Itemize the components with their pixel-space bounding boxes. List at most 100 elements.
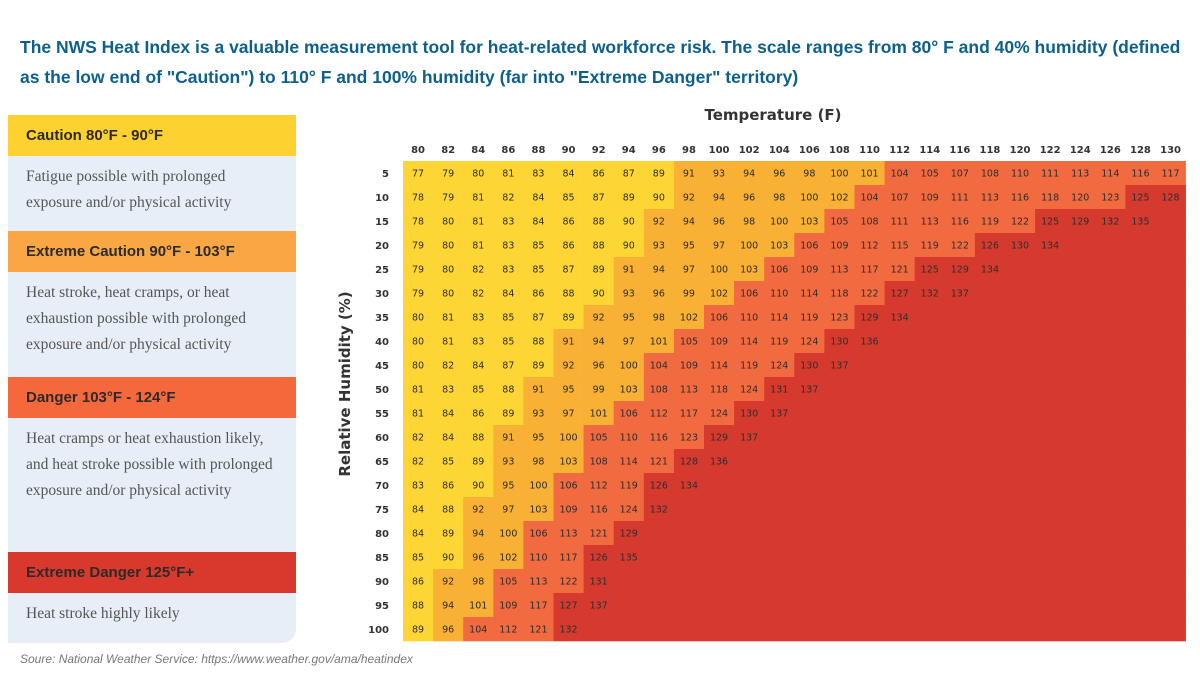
- heatmap-cell: [1035, 593, 1066, 618]
- heatmap-cell-value: 92: [593, 313, 605, 324]
- heatmap-cell-value: 94: [442, 601, 454, 612]
- heatmap-cell-value: 94: [743, 169, 755, 180]
- heatmap-cell: [403, 161, 434, 186]
- heatmap-cell-value: 109: [921, 193, 939, 204]
- heatmap-cell-value: 103: [529, 505, 547, 516]
- x-tick-label: 108: [829, 145, 850, 156]
- heatmap-cell-value: 109: [800, 265, 818, 276]
- heatmap-cell: [463, 401, 494, 426]
- heatmap-cell: [613, 473, 645, 498]
- heatmap-cell: [1065, 185, 1096, 210]
- heatmap-cell-value: 134: [891, 313, 909, 324]
- heatmap-cell: [824, 449, 855, 474]
- heatmap-cell-value: 84: [442, 433, 454, 444]
- heatmap-cell-value: 94: [653, 265, 665, 276]
- heatmap-cell: [914, 449, 946, 474]
- heatmap-cell: [523, 185, 554, 210]
- heatmap-cell: [974, 497, 1006, 522]
- heatmap-cell: [1125, 569, 1156, 594]
- heatmap-cell-value: 119: [770, 337, 788, 348]
- heatmap-cell-value: 79: [442, 193, 454, 204]
- heatmap-cell: [764, 401, 795, 426]
- heatmap-cell: [553, 425, 584, 450]
- heatmap-cell-value: 124: [800, 337, 818, 348]
- heatmap-cell: [764, 233, 795, 258]
- heatmap-cell: [463, 425, 494, 450]
- heatmap-cell: [673, 161, 705, 186]
- heatmap-cell: [1155, 377, 1186, 402]
- heatmap-cell: [734, 449, 765, 474]
- x-tick-label: 106: [799, 145, 820, 156]
- heatmap-cell: [1155, 449, 1186, 474]
- x-tick-label: 82: [441, 145, 455, 156]
- heatmap-cell: [734, 521, 765, 546]
- heatmap-cell: [1125, 401, 1156, 426]
- heatmap-cell: [1065, 209, 1096, 234]
- heatmap-cell-value: 124: [740, 385, 758, 396]
- heatmap-cell-value: 131: [590, 577, 608, 588]
- heatmap-cell: [643, 209, 675, 234]
- heatmap-cell: [794, 617, 825, 642]
- heatmap-cell: [403, 401, 434, 426]
- x-tick-label: 120: [1010, 145, 1031, 156]
- heatmap-cell-value: 122: [951, 241, 969, 252]
- heatmap-cell: [433, 401, 464, 426]
- heatmap-cell-value: 88: [472, 433, 484, 444]
- heatmap-cell-value: 81: [412, 385, 424, 396]
- heatmap-cell-value: 137: [770, 409, 788, 420]
- heatmap-cell-value: 84: [563, 169, 575, 180]
- heatmap-cell: [884, 353, 915, 378]
- heatmap-cell-value: 100: [710, 265, 728, 276]
- heatmap-cell: [1005, 257, 1036, 282]
- heatmap-cell-value: 100: [770, 217, 788, 228]
- y-tick-label: 30: [375, 289, 389, 300]
- heatmap-cell: [764, 377, 795, 402]
- heatmap-cell: [944, 377, 976, 402]
- heatmap-cell: [433, 425, 464, 450]
- heatmap-cell-value: 84: [412, 529, 424, 540]
- heatmap-cell-value: 105: [921, 169, 939, 180]
- heatmap-cell: [944, 473, 976, 498]
- heatmap-cell-value: 96: [653, 289, 665, 300]
- x-tick-label: 86: [501, 145, 515, 156]
- heatmap-cell: [764, 593, 795, 618]
- heatmap-cell: [583, 233, 614, 258]
- heatmap-cell: [613, 161, 645, 186]
- heatmap-cell-value: 134: [981, 265, 999, 276]
- heatmap-cell-value: 116: [951, 217, 969, 228]
- heatmap-cell-value: 103: [800, 217, 818, 228]
- heatmap-cell-value: 89: [563, 313, 575, 324]
- heatmap-cell: [824, 329, 855, 354]
- heatmap-cell: [734, 329, 765, 354]
- heatmap-cell: [583, 449, 614, 474]
- y-tick-label: 80: [375, 529, 389, 540]
- heatmap-cell: [553, 233, 584, 258]
- heatmap-cell: [463, 497, 494, 522]
- heatmap-cell-value: 84: [502, 289, 514, 300]
- heatmap-cell: [403, 377, 434, 402]
- heatmap-cell-value: 120: [1071, 193, 1089, 204]
- heatmap-cell-value: 134: [680, 481, 698, 492]
- heatmap-cell: [884, 281, 915, 306]
- heatmap-cell-value: 113: [559, 529, 577, 540]
- heatmap-cell: [583, 257, 614, 282]
- heatmap-cell: [1155, 329, 1186, 354]
- heatmap-cell: [613, 353, 645, 378]
- heatmap-cell-value: 108: [590, 457, 608, 468]
- heatmap-cell-value: 102: [830, 193, 848, 204]
- heatmap-cell: [673, 497, 705, 522]
- heatmap-cell: [764, 617, 795, 642]
- heatmap-cell-value: 128: [680, 457, 698, 468]
- heatmap-cell: [583, 569, 614, 594]
- heatmap-cell-value: 87: [593, 193, 605, 204]
- y-tick-label: 25: [375, 265, 389, 276]
- heatmap-cell-value: 132: [921, 289, 939, 300]
- heatmap-cell-value: 106: [529, 529, 547, 540]
- heatmap-cell: [1065, 377, 1096, 402]
- heatmap-cell: [1155, 353, 1186, 378]
- heatmap-cell: [673, 569, 705, 594]
- heatmap-cell: [493, 377, 524, 402]
- heatmap-cell-value: 137: [830, 361, 848, 372]
- heatmap-cell-value: 109: [499, 601, 517, 612]
- heatmap-cell: [854, 161, 885, 186]
